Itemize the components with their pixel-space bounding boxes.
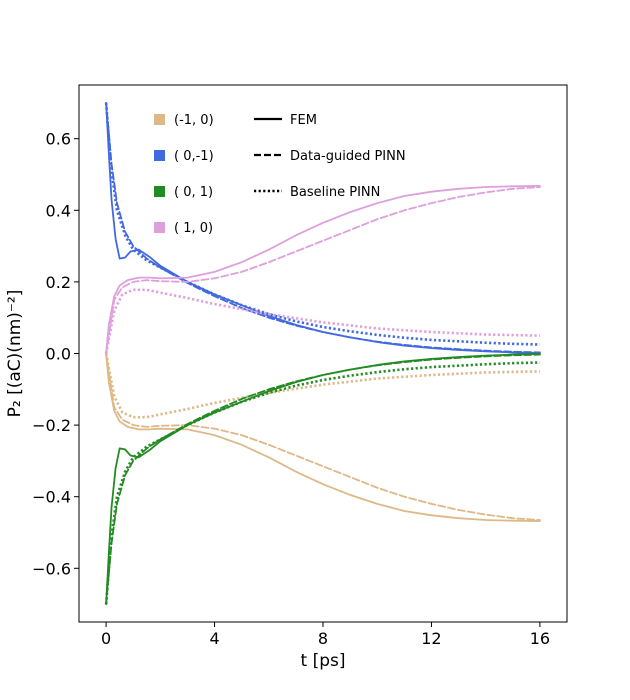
legend-label: (-1, 0) [174,113,214,128]
legend-style-label: Data-guided PINN [290,149,406,164]
series-line-10 [105,186,541,355]
y-tick-label: 0.2 [46,273,71,292]
series-line-9 [105,185,541,355]
y-tick-label: 0.4 [46,201,71,220]
series-layer [104,102,541,605]
x-tick-label: 4 [209,629,219,648]
x-tick-label: 0 [101,629,111,648]
legend-label: ( 1, 0) [174,221,213,236]
legend-style-label: FEM [290,113,317,128]
legend: (-1, 0) ( 0,-1) ( 0, 1) ( 1, 0) FEM Data-guid… [154,113,406,236]
y-tick-label: −0.4 [32,488,71,507]
x-tick-label: 16 [530,629,550,648]
x-tick-label: 12 [421,629,441,648]
plot-background [79,85,567,622]
legend-swatch [154,222,165,233]
series-line-8 [104,361,540,605]
series-line-0 [105,352,541,522]
series-line-5 [104,102,540,346]
legend-swatch [154,186,165,197]
series-line-7 [105,353,541,605]
y-axis-label: P₂ [(aC)(nm)⁻²] [5,290,25,418]
legend-swatch [154,150,165,161]
x-axis-label: t [ps] [301,651,346,671]
legend-swatch [154,114,165,125]
y-tick-label: −0.2 [32,416,71,435]
y-tick-label: 0.6 [46,130,71,149]
y-tick-label: −0.6 [32,559,71,578]
series-line-4 [105,102,541,354]
series-line-1 [105,352,541,521]
y-axis: −0.6 −0.4 −0.2 0.0 0.2 0.4 0.6 [32,130,79,578]
legend-style-label: Baseline PINN [290,185,380,200]
legend-label: ( 0,-1) [174,149,214,164]
x-axis: 0 4 8 12 16 [101,622,550,648]
plot-area [78,84,568,623]
x-tick-label: 8 [318,629,328,648]
y-tick-label: 0.0 [46,345,71,364]
legend-label: ( 0, 1) [174,185,213,200]
